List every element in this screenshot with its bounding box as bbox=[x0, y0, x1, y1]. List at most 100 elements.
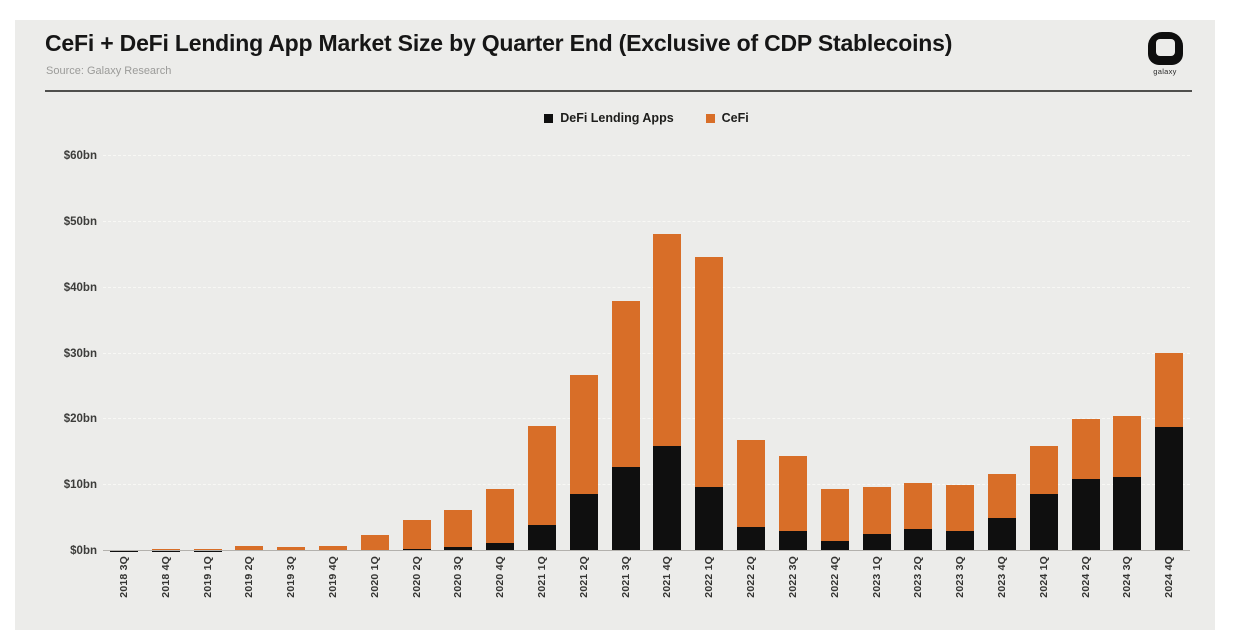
y-tick-label: $50bn bbox=[63, 215, 97, 228]
y-tick-label: $40bn bbox=[63, 281, 97, 294]
bar-segment-cefi bbox=[862, 486, 891, 534]
bar-column-2024-2Q bbox=[1065, 156, 1107, 551]
bar-column-2022-3Q bbox=[772, 156, 814, 551]
bar-segment-defi bbox=[695, 486, 724, 551]
bar-column-2024-1Q bbox=[1023, 156, 1065, 551]
bar-segment-cefi bbox=[1155, 352, 1184, 428]
bar-segment-cefi bbox=[528, 425, 557, 525]
bar-column-2018-4Q bbox=[145, 156, 187, 551]
header-divider bbox=[45, 90, 1192, 92]
bar-column-2021-1Q bbox=[521, 156, 563, 551]
bar-column-2020-2Q bbox=[396, 156, 438, 551]
bar-segment-defi bbox=[569, 494, 598, 551]
bar-column-2024-4Q bbox=[1148, 156, 1190, 551]
x-tick-label: 2021 4Q bbox=[661, 556, 674, 598]
bar-segment-cefi bbox=[987, 474, 1016, 519]
gridline bbox=[103, 418, 1190, 420]
bar-segment-cefi bbox=[946, 484, 975, 531]
bar-segment-cefi bbox=[1071, 418, 1100, 480]
bar-segment-defi bbox=[862, 533, 891, 551]
bar-segment-cefi bbox=[653, 233, 682, 446]
bar-segment-cefi bbox=[235, 546, 264, 551]
bar-segment-cefi bbox=[1113, 416, 1142, 478]
x-tick-label: 2023 2Q bbox=[912, 556, 925, 598]
bar-segment-cefi bbox=[444, 510, 473, 548]
bar-segment-cefi bbox=[277, 546, 306, 551]
bar-segment-defi bbox=[528, 524, 557, 551]
bar-segment-cefi bbox=[360, 534, 389, 550]
bar-segment-defi bbox=[611, 467, 640, 551]
legend-item-cefi: CeFi bbox=[705, 111, 749, 125]
bar-column-2023-3Q bbox=[939, 156, 981, 551]
y-tick-label: $60bn bbox=[63, 150, 97, 162]
x-tick-label: 2022 2Q bbox=[745, 556, 758, 598]
bar-column-2020-4Q bbox=[479, 156, 521, 551]
bar-segment-cefi bbox=[318, 546, 347, 551]
x-tick-label: 2020 2Q bbox=[410, 556, 423, 598]
bar-column-2024-3Q bbox=[1107, 156, 1149, 551]
y-tick-label: $30bn bbox=[63, 347, 97, 360]
bar-segment-cefi bbox=[820, 488, 849, 541]
legend-swatch-icon bbox=[544, 113, 554, 123]
x-tick-label: 2022 4Q bbox=[828, 556, 841, 598]
x-tick-label: 2023 4Q bbox=[995, 556, 1008, 598]
bar-segment-cefi bbox=[611, 300, 640, 468]
bar-segment-defi bbox=[1029, 494, 1058, 551]
bar-segment-defi bbox=[444, 547, 473, 551]
x-tick-label: 2024 1Q bbox=[1037, 556, 1050, 598]
bar-segment-defi bbox=[737, 526, 766, 551]
y-tick-label: $20bn bbox=[63, 413, 97, 426]
bar-column-2022-2Q bbox=[730, 156, 772, 551]
bar-segment-cefi bbox=[402, 520, 431, 549]
bar-column-2019-2Q bbox=[228, 156, 270, 551]
chart-card: CeFi + DeFi Lending App Market Size by Q… bbox=[15, 20, 1215, 630]
plot-area bbox=[103, 155, 1190, 551]
bar-column-2023-4Q bbox=[981, 156, 1023, 551]
galaxy-logo: galaxy bbox=[1139, 32, 1191, 76]
bar-column-2019-4Q bbox=[312, 156, 354, 551]
galaxy-logo-label: galaxy bbox=[1153, 67, 1177, 76]
chart-title: CeFi + DeFi Lending App Market Size by Q… bbox=[45, 30, 953, 56]
source-label: Source: Galaxy Research bbox=[46, 65, 172, 77]
bar-column-2020-1Q bbox=[354, 156, 396, 551]
bar-column-2023-1Q bbox=[856, 156, 898, 551]
bar-segment-cefi bbox=[486, 489, 515, 544]
x-tick-label: 2018 4Q bbox=[159, 556, 172, 598]
bar-column-2018-3Q bbox=[103, 156, 145, 551]
bar-column-2022-4Q bbox=[814, 156, 856, 551]
x-tick-label: 2019 1Q bbox=[201, 556, 214, 598]
bar-segment-defi bbox=[778, 530, 807, 551]
x-tick-label: 2019 4Q bbox=[326, 556, 339, 598]
x-tick-label: 2023 1Q bbox=[870, 556, 883, 598]
x-axis-labels: 2018 3Q 2018 4Q 2019 1Q 2019 2Q 2019 3Q 2019 … bbox=[103, 556, 1190, 626]
bar-segment-cefi bbox=[1029, 445, 1058, 495]
x-tick-label: 2020 3Q bbox=[452, 556, 465, 598]
bar-segment-cefi bbox=[569, 375, 598, 495]
x-tick-label: 2022 1Q bbox=[703, 556, 716, 598]
galaxy-logo-icon bbox=[1147, 32, 1183, 65]
bar-column-2021-2Q bbox=[563, 156, 605, 551]
x-tick-label: 2024 4Q bbox=[1163, 556, 1176, 598]
legend-label: DeFi Lending Apps bbox=[560, 111, 674, 125]
bar-column-2022-1Q bbox=[688, 156, 730, 551]
bar-column-2019-3Q bbox=[270, 156, 312, 551]
x-tick-label: 2022 3Q bbox=[786, 556, 799, 598]
x-tick-label: 2020 4Q bbox=[494, 556, 507, 598]
x-tick-label: 2021 3Q bbox=[619, 556, 632, 598]
gridline bbox=[103, 352, 1190, 354]
x-tick-label: 2024 2Q bbox=[1079, 556, 1092, 598]
chart-legend: DeFi Lending Apps CeFi bbox=[103, 111, 1190, 125]
legend-label: CeFi bbox=[721, 111, 749, 125]
gridline bbox=[103, 220, 1190, 222]
bar-column-2019-1Q bbox=[187, 156, 229, 551]
bar-segment-defi bbox=[1113, 477, 1142, 551]
x-tick-label: 2018 3Q bbox=[117, 556, 130, 598]
bar-segment-cefi bbox=[695, 257, 724, 487]
bar-segment-defi bbox=[486, 543, 515, 551]
bar-segment-cefi bbox=[904, 482, 933, 530]
x-axis-line bbox=[103, 550, 1190, 551]
bar-column-2023-2Q bbox=[897, 156, 939, 551]
bar-segment-defi bbox=[946, 530, 975, 551]
bar-column-2020-3Q bbox=[438, 156, 480, 551]
